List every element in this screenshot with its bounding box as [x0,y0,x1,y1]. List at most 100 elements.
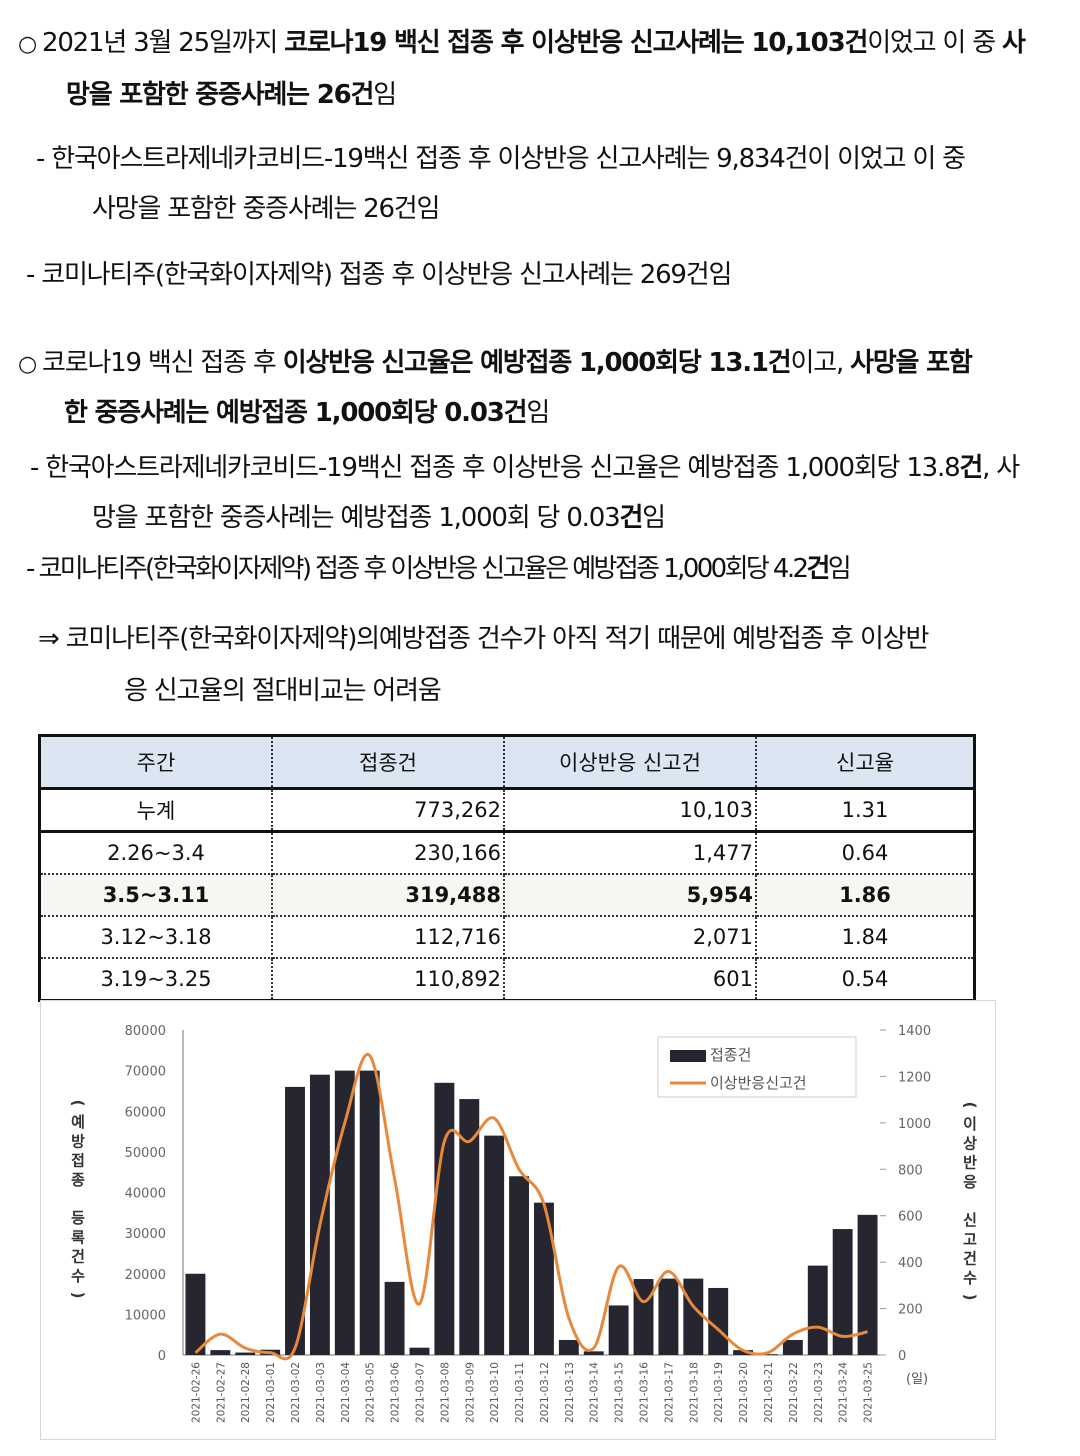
cell-vaccinations: 110,892 [272,958,505,1002]
x-tick-label: 2021-03-06 [390,1362,402,1423]
x-tick-label: 2021-02-28 [240,1362,252,1423]
x-tick-label: 2021-03-24 [838,1362,850,1423]
y2-tick-label: 600 [898,1210,923,1225]
bar [807,1265,828,1355]
y-tick-label: 40000 [125,1187,166,1202]
text-segment: , 사 [982,453,1020,483]
bold-text-segment: 건 [806,554,830,584]
axis-label-char: 고 [963,1230,977,1248]
bar [583,1351,604,1355]
bar [758,1354,778,1355]
x-tick-label: 2021-03-08 [439,1362,451,1423]
para1-line2: 망을 포함한 중증사례는 26건임 [66,74,397,111]
para1b-line1: - 코미나티주(한국화이자제약) 접종 후 이상반응 신고사례는 269건임 [26,260,732,290]
x-tick-label: 2021-03-17 [663,1362,675,1423]
text-segment: 이고, [790,348,851,378]
bar [708,1287,729,1355]
cell-rate: 1.86 [756,874,975,917]
legend-label-bar: 접종건 [710,1046,751,1064]
cell-rate: 1.31 [756,788,975,833]
x-tick-label: 2021-03-12 [539,1362,551,1423]
y-tick-label: 0 [158,1349,166,1364]
cell-week: 3.19~3.25 [39,958,273,1002]
axis-label-char: ( [961,1102,979,1109]
y-tick-label: 30000 [125,1227,166,1242]
y2-tick-label: 1400 [898,1024,931,1039]
para2b-line1: - 코미나티주(한국화이자제약) 접종 후 이상반응 신고율은 예방접종 1,0… [26,548,852,585]
table-row: 2.26~3.4 230,166 1,477 0.64 [39,831,975,875]
bar [409,1347,430,1355]
axis-label-char: 록 [71,1228,85,1246]
legend-label-line: 이상반응신고건 [710,1074,807,1092]
bar [509,1176,530,1355]
y2-tick-label: 0 [898,1349,906,1364]
bar [832,1229,853,1355]
cell-rate: 0.64 [756,831,975,875]
axis-label-char: 예 [71,1113,85,1131]
x-tick-label: 2021-02-27 [215,1362,227,1423]
x-tick-label: 2021-03-01 [265,1362,277,1423]
cell-reports: 2,071 [504,916,757,959]
x-tick-label: 2021-03-16 [639,1362,651,1423]
text-segment: 이었고 이 중 [867,28,1002,58]
y-tick-label: 20000 [125,1268,166,1283]
y-tick-label: 70000 [125,1065,166,1080]
bar [434,1082,455,1355]
bar [185,1273,206,1355]
axis-label-char: 방 [71,1132,85,1150]
x-tick-label: 2021-03-13 [564,1362,576,1423]
x-tick-label: 2021-03-20 [738,1362,750,1423]
y-tick-label: 60000 [125,1105,166,1120]
bold-text-segment: 건 [619,503,643,533]
x-tick-label: 2021-03-04 [340,1362,352,1423]
bar [857,1214,878,1355]
text-segment: 망을 포함한 중증사례는 예방접종 1,000회 당 0.03 [92,503,621,533]
chart-legend: 접종건 이상반응신고건 [657,1036,857,1098]
bar [658,1278,679,1355]
col-header-vaccinations: 접종건 [272,735,505,790]
bold-text-segment: 이상반응 신고율은 예방접종 1,000회당 13.1건 [282,348,792,378]
table-row: 3.19~3.25 110,892 601 0.54 [39,958,975,1002]
table-row: 누계 773,262 10,103 1.31 [39,788,975,833]
axis-label-char: 종 [71,1171,85,1189]
bold-text-segment: 사망을 포함 [850,348,973,378]
col-header-reports: 이상반응 신고건 [504,735,757,790]
para1a-line2: 사망을 포함한 중증사례는 26건임 [92,194,440,224]
axis-label-char: ) [69,1292,87,1299]
x-tick-label: 2021-03-23 [813,1362,825,1423]
bar [782,1339,803,1355]
bar [359,1070,380,1355]
para2-line2: 한 중증사례는 예방접종 1,000회당 0.03건임 [64,392,550,429]
para1-line2-text: 망을 포함한 중증사례는 26건임 [66,80,397,110]
x-unit-label: (일) [906,1372,928,1387]
bar [533,1202,554,1355]
table-row: 3.5~3.11 319,488 5,954 1.86 [39,874,975,917]
para1-line1-text: 2021년 3월 25일까지 코로나19 백신 접종 후 이상반응 신고사례는 … [42,28,1026,58]
para1-line1: ○ 2021년 3월 25일까지 코로나19 백신 접종 후 이상반응 신고사례는… [18,22,1026,59]
bar [608,1305,629,1355]
cell-vaccinations: 319,488 [272,874,505,917]
x-tick-label: 2021-03-25 [863,1362,875,1423]
cell-reports: 10,103 [504,788,757,833]
y-tick-label: 80000 [125,1024,166,1039]
axis-label-char: 건 [963,1250,977,1268]
y2-tick-label: 1200 [898,1070,931,1085]
axis-label-char: 접 [71,1152,85,1170]
para2a-line1: - 한국아스트라제네카코비드-19백신 접종 후 이상반응 신고율은 예방접종 … [30,447,1020,484]
x-tick-label: 2021-03-19 [713,1362,725,1423]
cell-week: 누계 [39,788,273,833]
y-tick-label: 50000 [125,1146,166,1161]
x-tick-label: 2021-03-02 [290,1362,302,1423]
cell-week: 2.26~3.4 [39,831,273,875]
y2-tick-label: 1000 [898,1117,931,1132]
cell-reports: 1,477 [504,831,757,875]
bar [558,1339,579,1355]
y2-tick-label: 200 [898,1303,923,1318]
cell-vaccinations: 112,716 [272,916,505,959]
para1a-line1: - 한국아스트라제네카코비드-19백신 접종 후 이상반응 신고사례는 9,83… [36,144,966,174]
x-tick-label: 2021-03-15 [614,1362,626,1423]
x-tick-label: 2021-03-22 [788,1362,800,1423]
bold-text-segment: 한 중증사례는 예방접종 1,000회당 0.03건 [64,398,528,428]
bold-text-segment: 망을 포함한 중증사례는 26건 [66,80,374,110]
